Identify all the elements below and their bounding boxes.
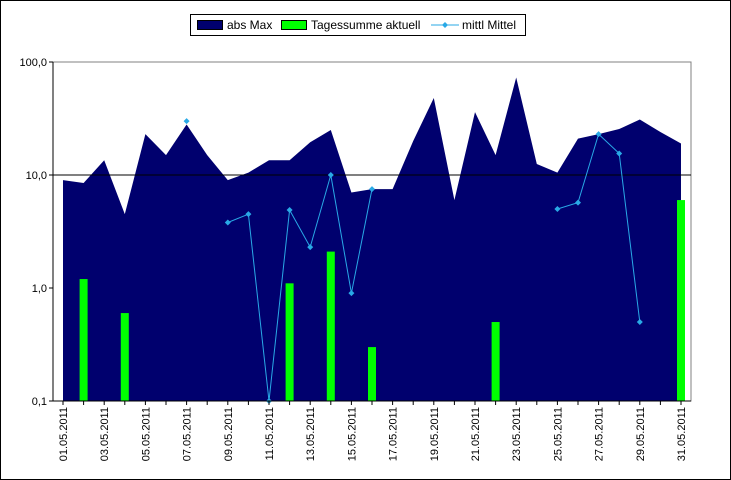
x-tick-label: 17.05.2011 bbox=[388, 407, 400, 461]
point-mittel bbox=[575, 199, 581, 206]
bar-tagessumme bbox=[368, 347, 376, 401]
legend-marker-mittel bbox=[431, 22, 459, 28]
bar-tagessumme bbox=[491, 322, 500, 401]
x-tick-label: 25.05.2011 bbox=[552, 407, 564, 461]
legend-swatch-tagessumme bbox=[281, 20, 307, 30]
bar-tagessumme bbox=[326, 251, 335, 401]
x-tick-label: 23.05.2011 bbox=[511, 407, 523, 461]
legend-label-tagessumme: Tagessumme aktuell bbox=[311, 18, 421, 32]
y-tick-label: 10,0 bbox=[26, 170, 47, 182]
y-tick-label: 1,0 bbox=[32, 283, 47, 295]
point-mittel bbox=[616, 150, 623, 157]
point-mittel bbox=[369, 186, 375, 193]
x-tick-label: 01.05.2011 bbox=[58, 407, 70, 461]
y-tick-label: 0,1 bbox=[32, 396, 47, 408]
x-tick-label: 21.05.2011 bbox=[470, 407, 482, 461]
point-mittel bbox=[286, 207, 293, 214]
x-tick-label: 05.05.2011 bbox=[140, 407, 152, 461]
bar-series bbox=[79, 200, 685, 401]
point-mittel bbox=[327, 172, 334, 178]
legend-label-abs-max: abs Max bbox=[227, 18, 273, 32]
bar-tagessumme bbox=[677, 200, 685, 401]
x-tick-label: 19.05.2011 bbox=[429, 407, 441, 461]
point-mittel bbox=[183, 118, 190, 125]
area-series bbox=[63, 77, 681, 401]
point-mittel bbox=[348, 290, 355, 297]
point-mittel bbox=[636, 319, 643, 326]
y-tick-label: 100,0 bbox=[19, 57, 47, 69]
area-abs-max bbox=[63, 77, 681, 401]
legend-label-mittel: mittl Mittel bbox=[462, 18, 516, 32]
x-tick-label: 15.05.2011 bbox=[346, 407, 358, 461]
x-tick-label: 07.05.2011 bbox=[182, 407, 194, 461]
x-tick-label: 31.05.2011 bbox=[676, 407, 688, 461]
point-mittel bbox=[307, 244, 314, 251]
axes bbox=[49, 61, 691, 405]
x-tick-label: 11.05.2011 bbox=[264, 407, 276, 460]
bar-tagessumme bbox=[120, 313, 129, 401]
point-mittel bbox=[245, 211, 252, 218]
line-series bbox=[183, 118, 643, 404]
line-mittel bbox=[227, 174, 373, 402]
x-tick-label: 09.05.2011 bbox=[223, 407, 235, 461]
y-tick-labels: 0,1 1,0 10,0 100,0 bbox=[19, 57, 47, 408]
bar-tagessumme bbox=[79, 279, 88, 401]
x-tick-label: 13.05.2011 bbox=[305, 407, 317, 461]
point-mittel bbox=[554, 206, 561, 213]
x-tick-label: 29.05.2011 bbox=[635, 407, 647, 461]
x-tick-label: 27.05.2011 bbox=[594, 407, 606, 461]
x-tick-labels: 01.05.2011 03.05.2011 05.05.2011 07.05.2011… bbox=[58, 407, 688, 461]
point-mittel bbox=[595, 131, 602, 138]
point-mittel bbox=[224, 219, 231, 226]
legend-swatch-abs-max bbox=[197, 20, 223, 30]
x-tick-label: 03.05.2011 bbox=[99, 407, 111, 461]
bar-tagessumme bbox=[285, 283, 294, 401]
legend: abs Max Tagessumme aktuell mittl Mittel bbox=[190, 14, 526, 36]
